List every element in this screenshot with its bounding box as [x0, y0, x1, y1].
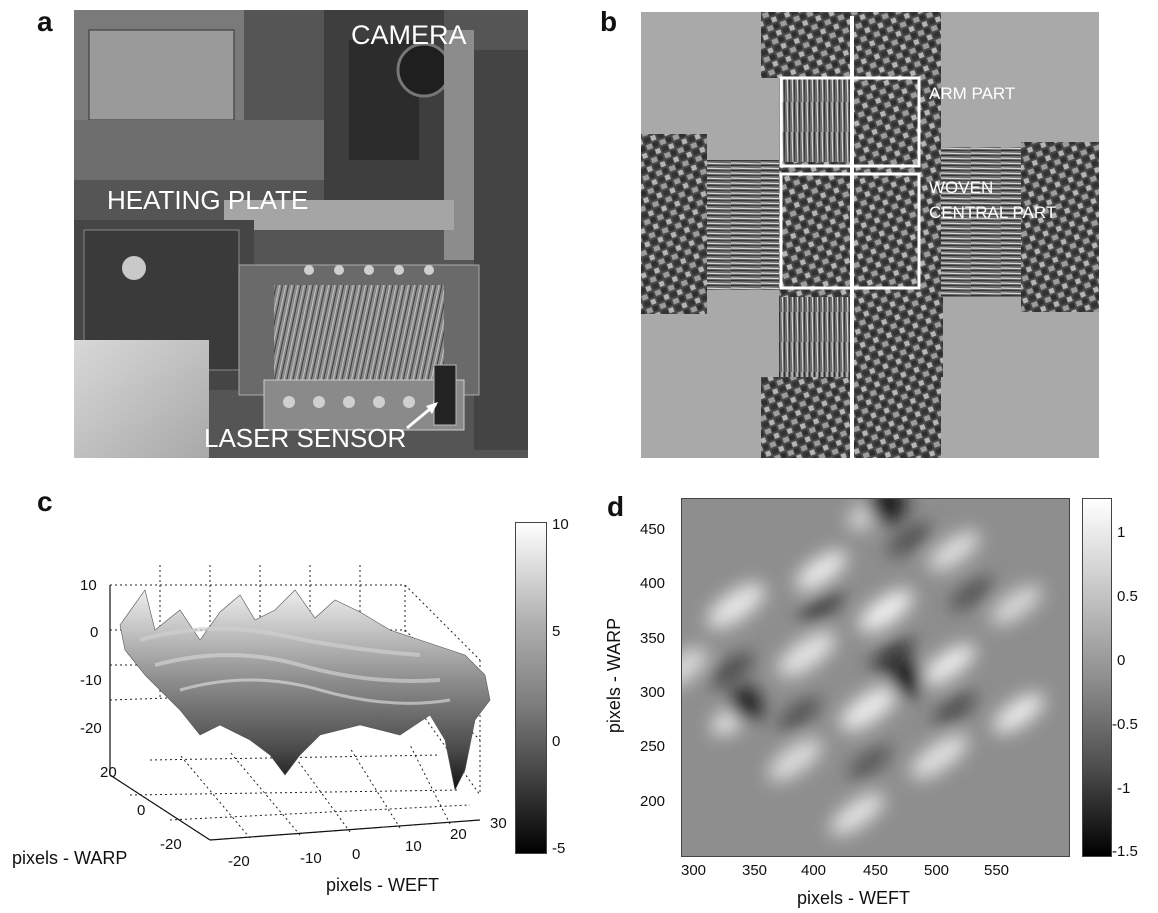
c-z-tick: 0 [90, 624, 99, 641]
c-warp-tick: 0 [137, 802, 146, 819]
height-heatmap [681, 498, 1070, 857]
d-y-tick: 350 [640, 630, 666, 647]
c-weft-tick: 20 [450, 826, 467, 843]
c-weft-tick: -20 [228, 853, 250, 870]
d-y-tick: 250 [640, 738, 666, 755]
c-ylabel: pixels - WARP [12, 848, 128, 868]
arm-part-label: ARM PART [929, 84, 1016, 103]
c-weft-tick: 30 [490, 815, 507, 832]
d-xlabel: pixels - WEFT [797, 888, 911, 908]
woven-specimen-photo [641, 12, 1099, 458]
c-weft-tick: 0 [352, 846, 361, 863]
c-xlabel: pixels - WEFT [326, 875, 440, 895]
experimental-setup-photo [74, 10, 528, 458]
c-colorbar [515, 522, 547, 854]
d-ylabel: pixels - WARP [604, 617, 625, 734]
woven-label-line1: WOVEN [929, 178, 994, 197]
d-colorbar-tick: -1.5 [1112, 843, 1138, 860]
d-y-tick: 400 [640, 575, 666, 592]
d-y-tick: 200 [640, 793, 666, 810]
heating-plate-label: HEATING PLATE [107, 185, 309, 215]
d-x-tick: 550 [984, 862, 1010, 879]
woven-label-line2: CENTRAL PART [929, 203, 1057, 222]
c-z-tick: 10 [80, 577, 97, 594]
d-x-tick: 400 [801, 862, 827, 879]
d-colorbar-tick: 1 [1117, 524, 1126, 541]
panel-d-letter: d [607, 491, 625, 522]
c-colorbar-tick: 5 [552, 623, 561, 640]
d-y-tick: 300 [640, 684, 666, 701]
c-weft-tick: 10 [405, 838, 422, 855]
panel-b-letter: b [600, 6, 618, 37]
d-colorbar-tick: -1 [1117, 780, 1131, 797]
laser-sensor-label: LASER SENSOR [204, 423, 407, 453]
c-colorbar-tick: -5 [552, 840, 566, 857]
c-z-tick: -10 [80, 672, 102, 689]
c-colorbar-tick: 0 [552, 733, 561, 750]
d-x-tick: 450 [863, 862, 889, 879]
surface-plot [60, 540, 500, 875]
c-warp-tick: -20 [160, 836, 182, 853]
camera-label: CAMERA [351, 20, 467, 50]
d-x-tick: 300 [681, 862, 707, 879]
c-warp-tick: 20 [100, 764, 117, 781]
d-colorbar-tick: 0 [1117, 652, 1126, 669]
c-z-tick: -20 [80, 720, 102, 737]
d-y-tick: 450 [640, 521, 666, 538]
d-colorbar-tick: -0.5 [1112, 716, 1138, 733]
c-colorbar-tick: 10 [552, 516, 569, 533]
panel-c-letter: c [37, 486, 53, 517]
c-weft-tick: -10 [300, 850, 322, 867]
d-x-tick: 350 [742, 862, 768, 879]
panel-a-letter: a [37, 6, 53, 37]
d-colorbar-tick: 0.5 [1117, 588, 1138, 605]
d-x-tick: 500 [924, 862, 950, 879]
d-colorbar [1082, 498, 1112, 857]
